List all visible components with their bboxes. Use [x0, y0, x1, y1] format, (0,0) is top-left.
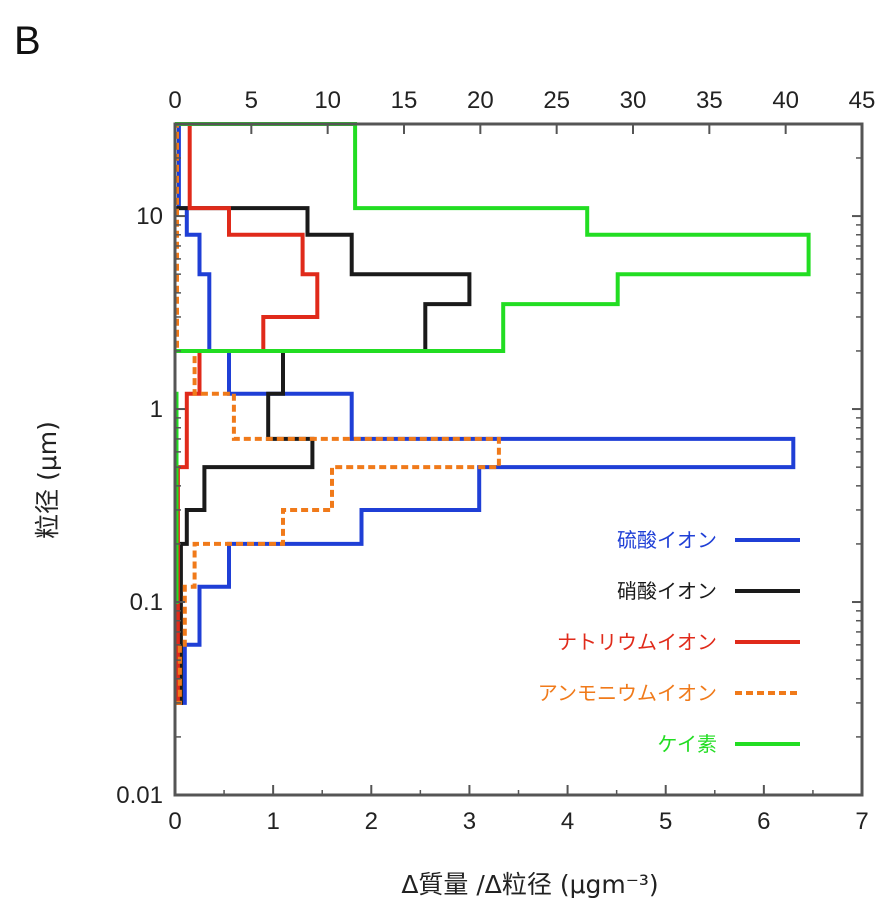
x-tick-label: 5: [659, 808, 672, 835]
legend-label-4: アンモニウムイオン: [538, 681, 717, 705]
x-top-tick-label: 35: [696, 87, 723, 114]
series-line-2: [175, 206, 472, 705]
x-top-tick-label: 10: [314, 87, 341, 114]
y-tick-label: 1: [150, 396, 163, 423]
x-top-tick-label: 5: [245, 87, 258, 114]
x-tick-label: 4: [561, 808, 574, 835]
x-tick-label: 1: [266, 808, 279, 835]
x-top-tick-label: 45: [849, 87, 876, 114]
legend-label-2: 硝酸イオン: [617, 579, 717, 603]
series-line-1: [175, 122, 796, 705]
x-axis-title: Δ質量 /Δ粒径 (μgm⁻³): [401, 870, 658, 899]
x-tick-label: 2: [365, 808, 378, 835]
y-axis-title: 粒径 (μm): [33, 421, 62, 539]
x-top-tick-label: 40: [772, 87, 799, 114]
x-top-tick-label: 25: [543, 87, 570, 114]
legend-label-1: 硫酸イオン: [617, 528, 717, 552]
x-top-tick-label: 20: [467, 87, 494, 114]
y-tick-label: 0.1: [130, 589, 163, 616]
x-tick-label: 7: [855, 808, 868, 835]
x-top-tick-label: 30: [620, 87, 647, 114]
legend-label-5: ケイ素: [657, 732, 717, 756]
series-line-3: [175, 122, 320, 705]
y-tick-label: 0.01: [116, 782, 163, 809]
x-tick-label: 0: [168, 808, 181, 835]
x-tick-label: 6: [757, 808, 770, 835]
x-tick-label: 3: [463, 808, 476, 835]
legend-label-3: ナトリウムイオン: [557, 630, 717, 654]
series-line-4: [175, 122, 501, 705]
series-layer: [174, 122, 811, 705]
x-top-tick-label: 15: [391, 87, 418, 114]
panel-label: B: [14, 19, 41, 63]
y-tick-label: 10: [136, 203, 163, 230]
x-top-tick-label: 0: [168, 87, 181, 114]
